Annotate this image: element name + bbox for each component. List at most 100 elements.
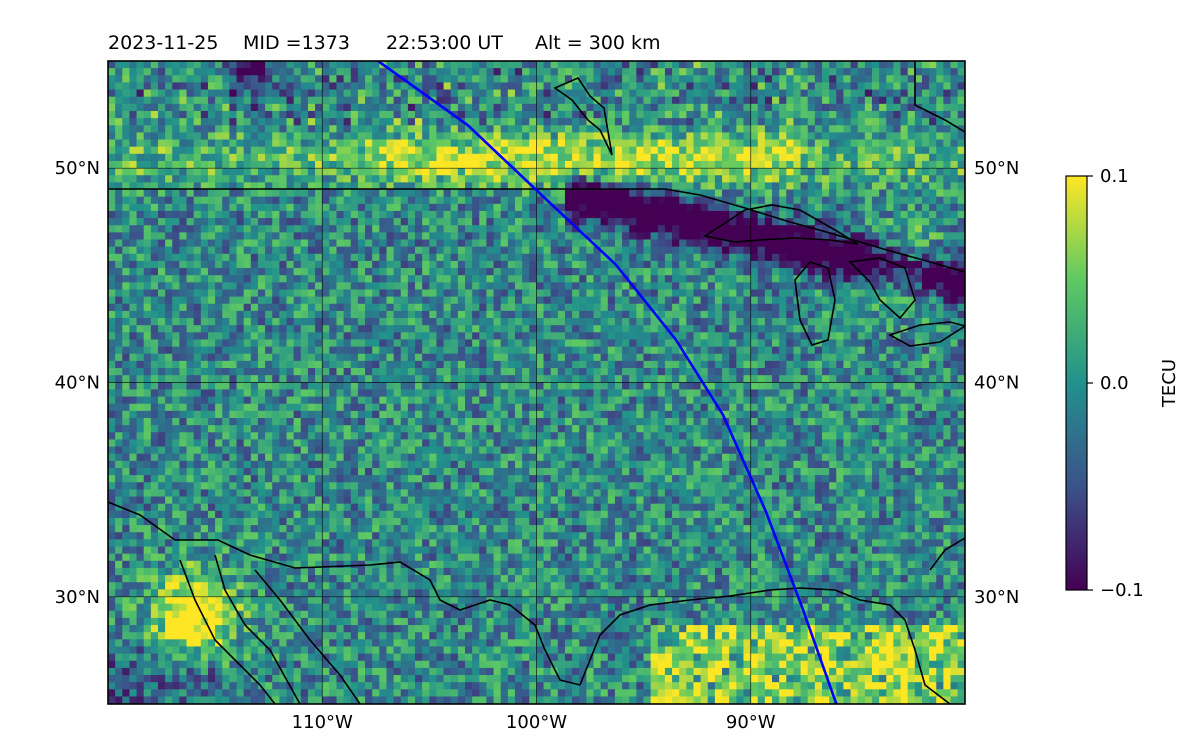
- tec-cell: [157, 282, 166, 290]
- map-title-time: 22:53:00 UT: [386, 32, 503, 54]
- tec-cell: [943, 139, 951, 148]
- tec-cell: [629, 325, 637, 333]
- tec-cell: [772, 182, 780, 190]
- tec-cell: [829, 232, 837, 240]
- tec-cell: [415, 118, 423, 126]
- tec-cell: [108, 232, 116, 240]
- tec-cell: [422, 210, 430, 219]
- tec-cell: [750, 160, 759, 169]
- tec-cell: [243, 160, 252, 169]
- tec-cell: [222, 275, 230, 283]
- tec-cell: [786, 210, 794, 219]
- tec-cell: [172, 189, 180, 198]
- tec-cell: [900, 61, 909, 69]
- tec-cell: [793, 232, 801, 240]
- tec-cell: [943, 232, 951, 240]
- tec-cell: [493, 339, 502, 347]
- tec-cell: [350, 303, 359, 312]
- tec-cell: [864, 289, 873, 298]
- tec-cell: [643, 210, 652, 219]
- tec-cell: [879, 96, 887, 105]
- tec-cell: [200, 332, 209, 340]
- tec-cell: [186, 153, 195, 162]
- tec-cell: [657, 196, 666, 205]
- tec-cell: [650, 346, 659, 355]
- tec-cell: [614, 168, 623, 176]
- tec-cell: [479, 182, 487, 190]
- tec-cell: [572, 346, 580, 355]
- tec-cell: [850, 289, 859, 298]
- tec-cell: [272, 153, 280, 162]
- tec-cell: [729, 268, 737, 276]
- tec-cell: [957, 182, 965, 190]
- tec-cell: [393, 203, 402, 212]
- tec-cell: [250, 332, 259, 340]
- tec-cell: [900, 203, 909, 212]
- tec-cell: [157, 232, 166, 240]
- tec-cell: [150, 125, 159, 133]
- tec-cell: [143, 246, 152, 255]
- tec-cell: [814, 325, 823, 333]
- tec-cell: [529, 118, 537, 126]
- tec-cell: [664, 82, 673, 90]
- tec-cell: [350, 260, 359, 269]
- tec-cell: [400, 82, 409, 90]
- tec-cell: [657, 310, 666, 319]
- tec-cell: [607, 339, 616, 347]
- tec-cell: [636, 182, 644, 190]
- tec-cell: [700, 182, 709, 190]
- tec-cell: [336, 110, 345, 119]
- tec-cell: [129, 346, 137, 355]
- tec-cell: [622, 260, 630, 269]
- tec-cell: [786, 246, 794, 255]
- tec-cell: [279, 253, 287, 262]
- tec-cell: [343, 268, 352, 276]
- tec-cell: [507, 146, 516, 155]
- tec-cell: [900, 296, 909, 305]
- tec-cell: [886, 318, 894, 326]
- tec-cell: [557, 110, 566, 119]
- tec-cell: [750, 325, 759, 333]
- tec-cell: [122, 75, 130, 83]
- tec-cell: [957, 68, 965, 76]
- tec-cell: [943, 182, 951, 190]
- tec-cell: [415, 125, 423, 133]
- tec-cell: [679, 310, 687, 319]
- tec-cell: [879, 189, 887, 198]
- tec-cell: [457, 310, 466, 319]
- tec-cell: [757, 139, 766, 148]
- tec-cell: [929, 139, 937, 148]
- tec-cell: [600, 303, 609, 312]
- tec-cell: [286, 68, 295, 76]
- tec-cell: [914, 182, 923, 190]
- tec-cell: [500, 153, 509, 162]
- tec-cell: [522, 346, 530, 355]
- tec-cell: [386, 339, 394, 347]
- tec-cell: [250, 189, 259, 198]
- tec-cell: [450, 218, 459, 226]
- tec-cell: [807, 203, 816, 212]
- tec-cell: [250, 160, 259, 169]
- tec-cell: [664, 318, 673, 326]
- tec-cell: [450, 196, 459, 205]
- tec-cell: [536, 168, 544, 176]
- tec-cell: [736, 339, 744, 347]
- tec-cell: [293, 203, 302, 212]
- tec-cell: [600, 275, 609, 283]
- tec-cell: [664, 239, 673, 248]
- tec-cell: [193, 89, 202, 98]
- tec-cell: [757, 310, 766, 319]
- tec-cell: [843, 153, 851, 162]
- tec-cell: [293, 346, 302, 355]
- tec-cell: [500, 232, 509, 240]
- tec-cell: [564, 346, 573, 355]
- tec-cell: [722, 246, 730, 255]
- tec-cell: [350, 168, 359, 176]
- tec-cell: [443, 339, 452, 347]
- tec-cell: [579, 118, 587, 126]
- tec-cell: [343, 225, 352, 233]
- tec-cell: [786, 110, 794, 119]
- tec-cell: [522, 339, 530, 347]
- tec-cell: [193, 168, 202, 176]
- tec-cell: [415, 203, 423, 212]
